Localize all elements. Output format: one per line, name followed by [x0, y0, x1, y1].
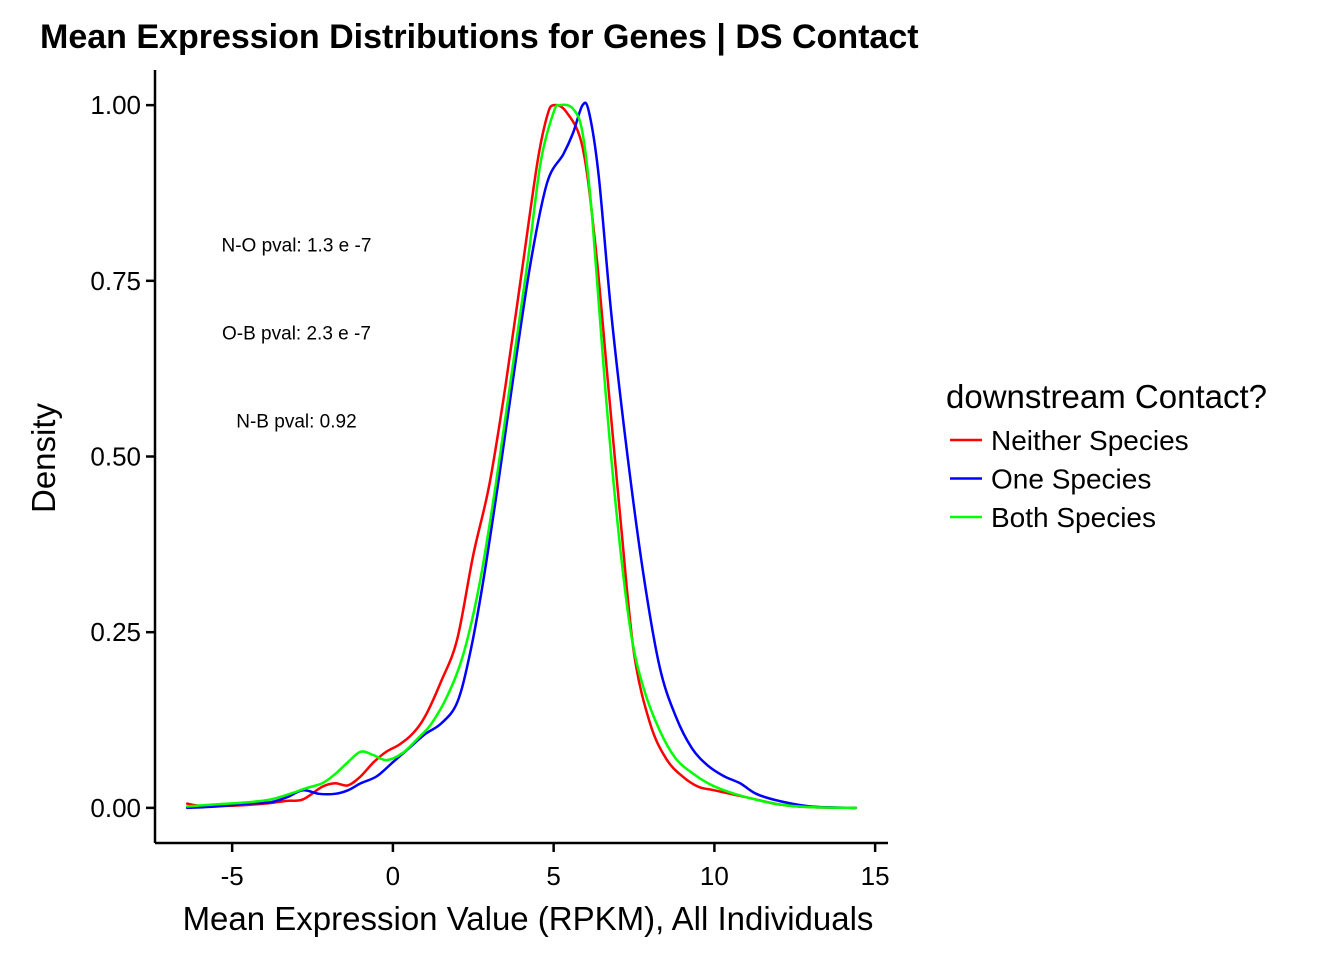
- y-axis-ticks: 0.00 0.25 0.50 0.75 1.00: [90, 90, 155, 823]
- pval-annotation: N-B pval: 0.92: [236, 411, 356, 432]
- x-tick-label: 5: [546, 861, 560, 891]
- y-tick-label: 0.25: [90, 617, 141, 647]
- legend-label: Both Species: [991, 502, 1156, 533]
- series-line-neither-species: [185, 103, 858, 810]
- y-tick-label: 0.50: [90, 442, 141, 472]
- series-line-both-species: [185, 103, 858, 810]
- y-tick-label: 1.00: [90, 90, 141, 120]
- x-tick-label: -5: [221, 861, 244, 891]
- pval-annotation: N-O pval: 1.3 e -7: [221, 236, 371, 257]
- legend-label: One Species: [991, 464, 1151, 495]
- legend-label: Neither Species: [991, 425, 1189, 456]
- legend-title: downstream Contact?: [946, 378, 1267, 415]
- legend-items: Neither Species One Species Both Species: [950, 425, 1189, 533]
- y-tick-label: 0.75: [90, 266, 141, 296]
- x-axis-ticks: -5 0 5 10 15: [221, 843, 890, 891]
- y-tick-label: 0.00: [90, 793, 141, 823]
- chart-title: Mean Expression Distributions for Genes …: [40, 18, 919, 56]
- y-axis-title: Density: [25, 402, 62, 513]
- x-tick-label: 0: [386, 861, 400, 891]
- x-axis-title: Mean Expression Value (RPKM), All Indivi…: [183, 900, 874, 937]
- x-tick-label: 10: [700, 861, 729, 891]
- x-tick-label: 15: [861, 861, 890, 891]
- annotations: N-O pval: 1.3 e -7 O-B pval: 2.3 e -7 N-B …: [221, 236, 371, 433]
- legend: downstream Contact? Neither Species One S…: [946, 378, 1267, 533]
- plot-area: [185, 101, 858, 810]
- pval-annotation: O-B pval: 2.3 e -7: [222, 324, 371, 345]
- series-line-one-species: [185, 101, 858, 810]
